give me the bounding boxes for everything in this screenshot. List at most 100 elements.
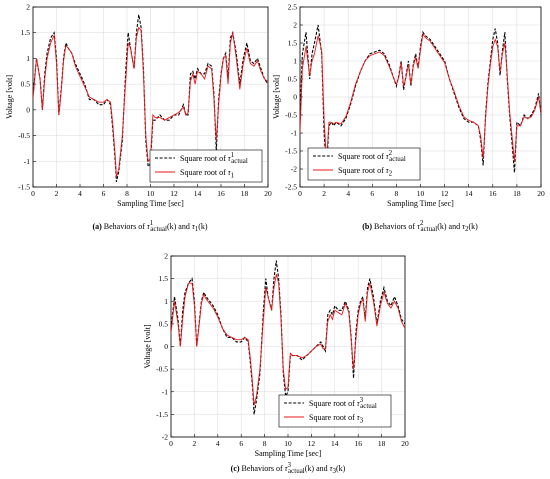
caption-symbol: τ [330, 464, 334, 473]
y-tick-label: -2 [162, 433, 168, 442]
y-tick-label: -1.5 [156, 410, 168, 419]
x-tick-label: 2 [193, 439, 197, 448]
legend-label: Square root of τ2 actual [338, 149, 406, 163]
legend-superscript: 1 [231, 151, 235, 159]
x-tick-label: 6 [239, 439, 243, 448]
caption-text: Behaviors of [104, 222, 147, 231]
legend-subscript: actual [389, 155, 406, 163]
x-tick-label: 4 [78, 189, 82, 198]
x-tick-label: 10 [417, 189, 425, 198]
legend-subscript: actual [231, 157, 248, 165]
caption-symbol: τ [285, 464, 289, 473]
legend-symbol: τ [386, 166, 390, 175]
x-tick-label: 20 [264, 189, 272, 198]
x-tick-label: 0 [169, 439, 173, 448]
legend-prefix: Square root of [180, 154, 228, 163]
x-tick-label: 0 [298, 189, 302, 198]
x-tick-label: 20 [537, 189, 545, 198]
caption-text: Behaviors of [374, 222, 417, 231]
y-tick-label: 2 [293, 21, 297, 30]
x-tick-label: 18 [513, 189, 521, 198]
x-tick-label: 14 [194, 189, 202, 198]
y-tick-label: 1.5 [21, 28, 31, 37]
plot-frame [170, 255, 406, 438]
x-tick-label: 14 [331, 439, 339, 448]
y-tick-label: -1.5 [18, 183, 30, 192]
caption-prefix: (c) [231, 464, 242, 473]
x-tick-label: 2 [55, 189, 59, 198]
y-tick-label: 0.5 [159, 319, 169, 328]
x-tick-label: 16 [489, 189, 497, 198]
y-tick-label: -1 [24, 157, 30, 166]
caption-text: (k) and [167, 222, 192, 231]
caption-symbol: τ [147, 222, 151, 231]
caption-prefix: (a) [92, 222, 103, 231]
legend: Square root of τ1 actual Square root of τ1 [149, 149, 263, 183]
x-tick-label: 4 [216, 439, 220, 448]
x-tick-label: 12 [170, 189, 178, 198]
legend-subscript: 2 [389, 170, 393, 178]
y-tick-label: -0.5 [18, 131, 30, 140]
series-estimate-line [33, 26, 268, 177]
caption-symbol: τ [192, 222, 196, 231]
y-tick-label: -1 [291, 129, 297, 138]
x-tick-label: 8 [395, 189, 399, 198]
caption-subscript: actual [420, 225, 437, 233]
caption-subscript: 1 [195, 225, 199, 233]
x-tick-label: 12 [441, 189, 449, 198]
x-axis-label: Sampling Time [sec] [255, 449, 322, 458]
legend-label: Square root of τ1 actual [180, 151, 248, 165]
y-tick-label: -2 [291, 165, 297, 174]
plot-frame [299, 6, 542, 188]
legend-subscript: actual [360, 402, 377, 410]
caption-text: (k) [336, 464, 346, 473]
legend-symbol: τ [357, 399, 361, 408]
chart-2: 0 2 4 6 8 10 12 14 16 18 20 -2.5 -2 -1.5 -1 -0.5 0 0.5 1 1.… [272, 3, 545, 234]
y-tick-label: 2 [164, 252, 168, 261]
x-tick-label: 10 [284, 439, 292, 448]
x-tick-label: 18 [378, 439, 386, 448]
y-tick-label: 0 [26, 105, 30, 114]
y-tick-label: 1 [26, 54, 30, 63]
caption: (b) Behaviors of τ2 actual(k) and τ2(k) [362, 219, 478, 233]
legend-label: Square root of τ3 [309, 413, 364, 425]
chart-3: 0 2 4 6 8 10 12 14 16 18 20 -2 -1.5 -1 -0.5 0 0.5 1 1.5 2 Sa… [143, 252, 409, 476]
caption-superscript: 1 [150, 219, 154, 227]
y-tick-label: -0.5 [156, 365, 168, 374]
legend-subscript: 1 [231, 172, 235, 180]
y-tick-label: 0.5 [21, 80, 31, 89]
caption-text: Behaviors of [242, 464, 285, 473]
caption-text: (k) and [305, 464, 330, 473]
series-estimate-line [171, 273, 405, 406]
legend-subscript: 3 [360, 417, 364, 425]
x-axis-label: Sampling Time [sec] [387, 199, 454, 208]
y-tick-label: 0.5 [288, 75, 298, 84]
x-tick-label: 18 [241, 189, 249, 198]
caption-subscript: actual [288, 467, 305, 475]
caption-text: (k) and [437, 222, 462, 231]
legend-prefix: Square root of [180, 168, 228, 177]
y-tick-label: -0.5 [285, 111, 297, 120]
legend-prefix: Square root of [309, 413, 357, 422]
y-axis-label: Voltage [volt] [143, 324, 152, 368]
y-tick-label: -1 [162, 387, 168, 396]
chart-1: 0 2 4 6 8 10 12 14 16 18 20 -1.5 -1 -0.5 0 0.5 1 1.5 2 Samp… [5, 3, 272, 234]
y-tick-label: 0 [293, 93, 297, 102]
x-tick-label: 16 [354, 439, 362, 448]
y-axis-label: Voltage [volt] [5, 75, 14, 119]
legend-prefix: Square root of [338, 152, 386, 161]
legend-symbol: τ [386, 152, 390, 161]
y-tick-label: 1.5 [288, 39, 298, 48]
legend-prefix: Square root of [309, 399, 357, 408]
legend-label: Square root of τ1 [180, 168, 235, 180]
series-actual-line [300, 24, 541, 173]
y-tick-label: -2.5 [285, 183, 297, 192]
caption-text: (k) [468, 222, 478, 231]
y-tick-label: 1.5 [159, 274, 169, 283]
caption-subscript: actual [150, 225, 167, 233]
x-tick-label: 6 [102, 189, 106, 198]
caption-symbol: τ [462, 222, 466, 231]
x-tick-label: 4 [346, 189, 350, 198]
